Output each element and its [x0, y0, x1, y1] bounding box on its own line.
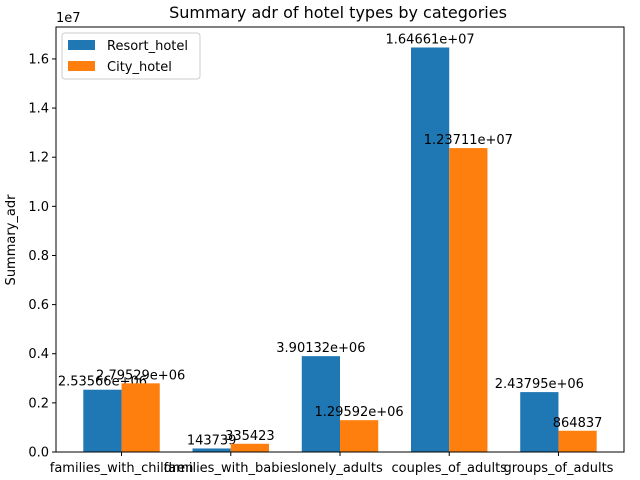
data-label-city-hotel-groups-of-adults: 864837	[553, 416, 603, 431]
data-label-resort-hotel-lonely-adults: 3.90132e+06	[276, 341, 365, 356]
y-tick-label: 0.8	[28, 249, 49, 264]
y-tick-label: 1.4	[28, 102, 49, 117]
y-tick-label: 1.0	[28, 200, 49, 215]
bar-resort-hotel-groups-of-adults	[520, 392, 559, 452]
bar-city-hotel-lonely-adults	[340, 420, 379, 452]
x-tick-label-lonely-adults: lonely_adults	[297, 461, 383, 476]
x-tick-label-families-with-children: families_with_children	[50, 461, 194, 476]
legend-box	[61, 32, 201, 80]
y-tick-label: 0.0	[28, 446, 49, 461]
data-label-resort-hotel-families-with-babies: 143739	[187, 433, 237, 448]
bar-resort-hotel-families-with-children	[83, 389, 122, 452]
data-label-resort-hotel-couples-of-adults: 1.64661e+07	[386, 32, 475, 47]
bar-city-hotel-families-with-children	[121, 383, 160, 452]
y-tick-label: 1.2	[28, 151, 49, 166]
data-label-city-hotel-families-with-babies: 335423	[225, 429, 275, 444]
bar-resort-hotel-families-with-babies	[192, 448, 231, 452]
chart-title: Summary adr of hotel types by categories	[169, 3, 507, 22]
legend-label-city-hotel: City_hotel	[107, 60, 172, 75]
bar-resort-hotel-couples-of-adults	[411, 47, 450, 452]
data-label-city-hotel-families-with-children: 2.79529e+06	[96, 368, 185, 383]
x-tick-label-couples-of-adults: couples_of_adults	[392, 461, 508, 476]
y-axis-label: Summary_adr	[4, 194, 19, 286]
y-tick-label: 0.2	[28, 396, 49, 411]
data-label-city-hotel-couples-of-adults: 1.23711e+07	[424, 133, 513, 148]
y-tick-label: 0.4	[28, 347, 49, 362]
legend-swatch-city-hotel	[68, 61, 95, 71]
data-label-city-hotel-lonely-adults: 1.29592e+06	[315, 405, 404, 420]
plot-frame	[55, 26, 625, 453]
y-tick-label: 0.6	[28, 298, 49, 313]
legend: Resort_hotel City_hotel	[61, 32, 201, 80]
x-tick-label-groups-of-adults: groups_of_adults	[503, 461, 613, 476]
data-label-resort-hotel-groups-of-adults: 2.43795e+06	[495, 377, 584, 392]
x-tick-label-families-with-babies: families_with_babies	[164, 461, 298, 476]
legend-swatch-resort-hotel	[68, 40, 95, 50]
plot-area: 0.0 0.2 0.4 0.6 0.8 1.0 1.2 1.4 1.6 families_with…	[28, 32, 613, 476]
bar-resort-hotel-lonely-adults	[301, 356, 340, 452]
y-axis-offset-label: 1e7	[56, 11, 81, 26]
legend-label-resort-hotel: Resort_hotel	[107, 39, 188, 54]
bar-city-hotel-families-with-babies	[230, 443, 269, 452]
y-tick-label: 1.6	[28, 52, 49, 67]
bar-city-hotel-couples-of-adults	[449, 148, 488, 452]
bar-city-hotel-groups-of-adults	[558, 430, 597, 452]
